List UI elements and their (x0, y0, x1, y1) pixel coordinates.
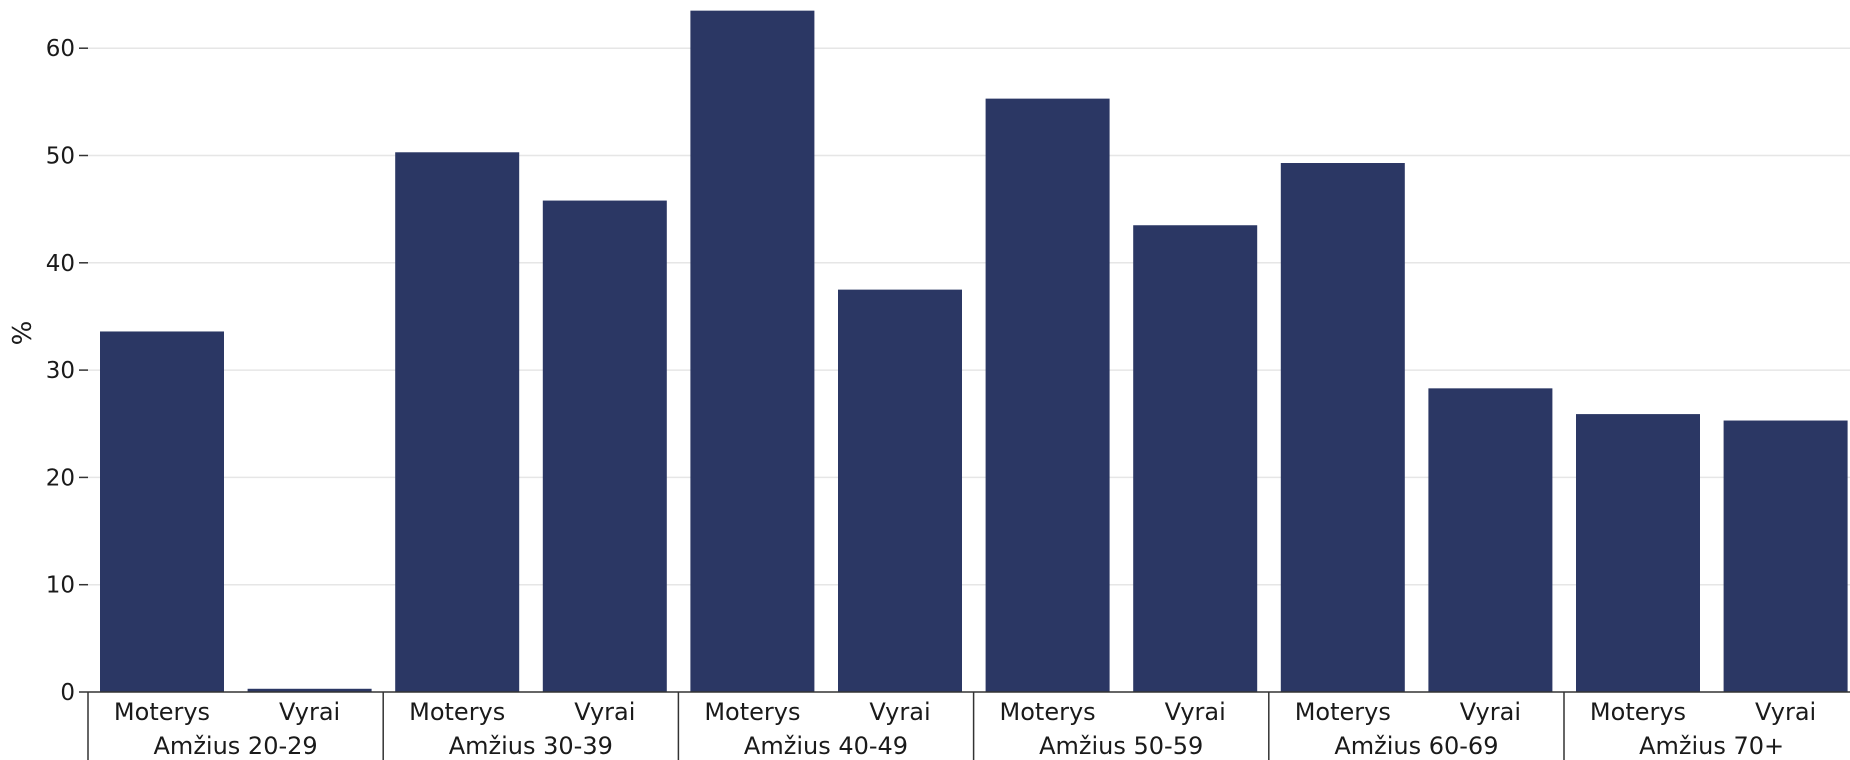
y-tick-label: 30 (46, 358, 75, 384)
y-tick-label: 40 (46, 251, 75, 277)
x-category-label: Moterys (1000, 698, 1096, 726)
bar-moterys (395, 152, 520, 692)
bars (100, 10, 1848, 693)
bar-vyrai (1723, 420, 1848, 692)
y-axis-title: % (8, 321, 38, 346)
axes: 0 10 20 30 40 50 60 Moterys Vyrai Amžius 20-29 Mot… (46, 36, 1850, 760)
x-category-label: Vyrai (279, 698, 340, 726)
x-category-label: Vyrai (1460, 698, 1521, 726)
y-tick-label: 20 (46, 465, 75, 491)
x-group-label: Amžius 40-49 (744, 732, 908, 760)
x-category-label: Vyrai (574, 698, 635, 726)
y-tick-label: 50 (46, 144, 75, 170)
bar-vyrai (1133, 225, 1258, 692)
x-category-label: Moterys (704, 698, 800, 726)
x-group-label: Amžius 50-59 (1039, 732, 1203, 760)
bar-moterys (1576, 414, 1700, 692)
bar-moterys (690, 10, 815, 692)
x-group-label: Amžius 30-39 (449, 732, 613, 760)
bar-vyrai (247, 688, 372, 692)
x-category-label: Vyrai (869, 698, 930, 726)
bar-moterys (985, 98, 1110, 693)
bar-moterys (100, 331, 224, 692)
gridlines (88, 47, 1850, 586)
x-category-label: Moterys (1295, 698, 1391, 726)
x-category-label: Moterys (409, 698, 505, 726)
y-tick-label: 60 (46, 36, 75, 62)
x-group-label: Amžius 60-69 (1334, 732, 1498, 760)
y-tick-label: 10 (46, 573, 75, 599)
x-group-label: Amžius 70+ (1639, 732, 1784, 760)
bar-vyrai (542, 200, 667, 693)
x-category-label: Vyrai (1755, 698, 1816, 726)
x-category-label: Moterys (114, 698, 210, 726)
bar-vyrai (1428, 388, 1553, 692)
bar-moterys (1280, 163, 1405, 693)
y-tick-label: 0 (60, 680, 75, 706)
x-category-label: Moterys (1590, 698, 1686, 726)
bar-vyrai (838, 289, 962, 692)
x-category-label: Vyrai (1165, 698, 1226, 726)
x-group-label: Amžius 20-29 (154, 732, 318, 760)
